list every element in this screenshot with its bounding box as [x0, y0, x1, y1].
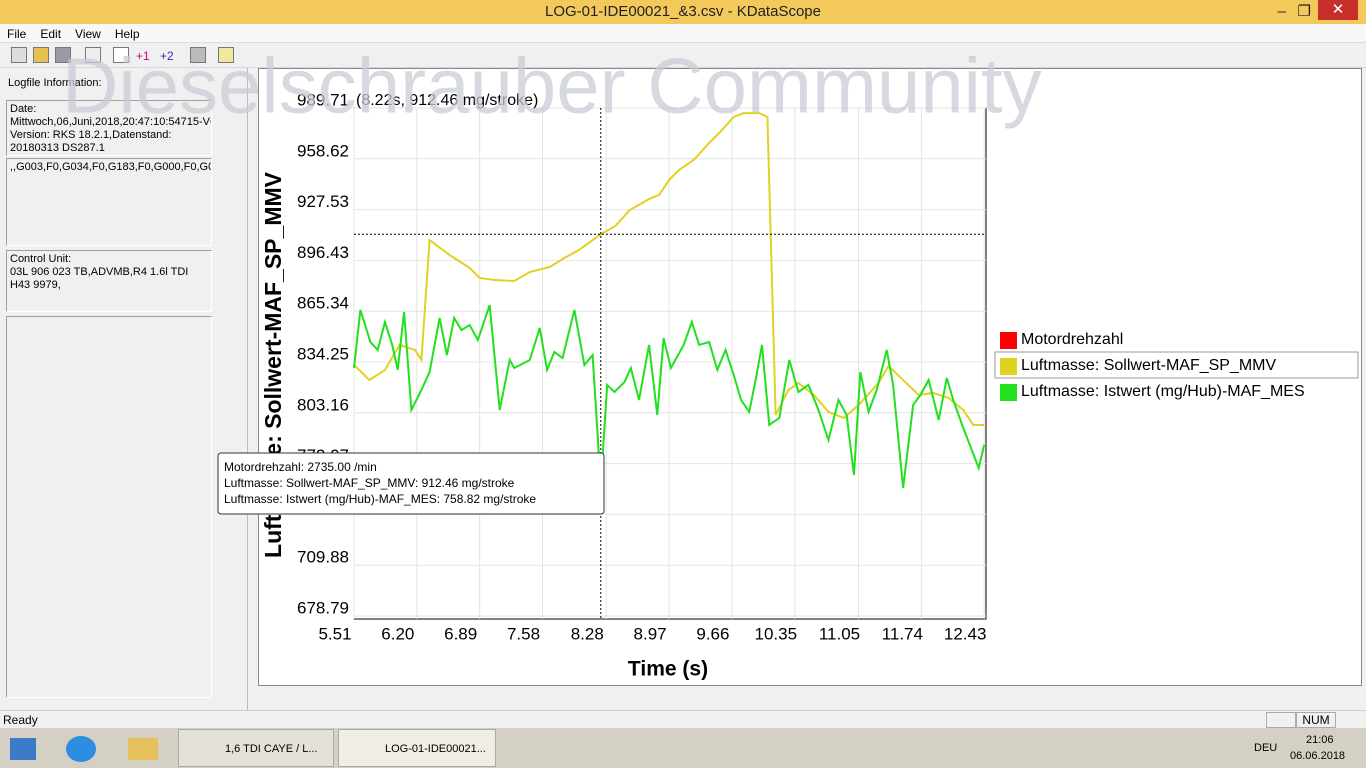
task-label: LOG-01-IDE00021...	[385, 743, 486, 755]
x-tick-label: 8.97	[634, 624, 667, 643]
tooltip	[217, 452, 605, 515]
legend-selection	[994, 351, 1359, 379]
cursor1-button[interactable]: +1	[136, 49, 150, 63]
legend-label: Motordrehzahl	[1021, 331, 1123, 348]
x-tick-label: 11.05	[819, 624, 860, 643]
help-button[interactable]	[218, 47, 234, 63]
sidebar: Logfile Information: Date: Mittwoch,06,J…	[0, 68, 248, 710]
legend-label: Luftmasse: Istwert (mg/Hub)-MAF_MES	[1021, 383, 1305, 400]
new-button[interactable]	[11, 47, 27, 63]
channels: ,,G003,F0,G034,F0,G183,F0,G000,F0,G00	[10, 161, 212, 173]
menu-item[interactable]: File	[7, 27, 27, 41]
x-tick-label: 5.51	[318, 624, 351, 643]
x-tick-label: 8.28	[571, 624, 604, 643]
status-bar: Ready NUM	[0, 710, 1366, 728]
info-line: 20180313 DS287.1	[10, 142, 105, 154]
chart: Motordrehzahl Luftmasse: Sollwert-MAF_SP_…	[62, 42, 1359, 681]
x-tick-label: 6.20	[381, 624, 414, 643]
legend-label: Luftmasse: Sollwert-MAF_SP_MMV	[1021, 357, 1277, 374]
toolbar: +1 +2	[0, 44, 1366, 68]
explorer-icon[interactable]	[128, 738, 158, 760]
sidebar-heading: Logfile Information:	[8, 77, 102, 89]
ie-icon[interactable]	[66, 736, 96, 762]
y-tick-label: 678.79	[297, 598, 349, 617]
y-tick-label: 989.71	[297, 90, 349, 109]
copy-button[interactable]	[85, 47, 101, 63]
menu-item[interactable]: Help	[114, 27, 140, 41]
x-tick-label: 12.43	[944, 624, 987, 643]
tooltip-line: Luftmasse: Istwert (mg/Hub)-MAF_MES: 758…	[224, 492, 536, 506]
y-tick-label: 927.53	[297, 192, 349, 211]
task-label: 1,6 TDI CAYE / L...	[225, 743, 318, 755]
status-pane	[1266, 712, 1296, 728]
menu-item[interactable]: Edit	[40, 27, 62, 41]
x-tick-label: 6.89	[444, 624, 477, 643]
cursor2-button[interactable]: +2	[160, 49, 174, 63]
language: DEU	[1254, 742, 1278, 754]
y-tick-label: 834.25	[297, 344, 349, 363]
x-tick-label: 11.74	[882, 624, 923, 643]
x-tick-label: 9.66	[696, 624, 729, 643]
save-button[interactable]	[55, 47, 71, 63]
info-box: Date: Mittwoch,06,Juni,2018,20:47:10:547…	[6, 100, 212, 156]
open-button[interactable]	[33, 47, 49, 63]
control-unit-box: Control Unit: 03L 906 023 TB,ADVMB,R4 1.…	[6, 250, 212, 312]
minimize[interactable]: –	[1277, 3, 1286, 20]
task-button[interactable]: LOG-01-IDE00021...	[338, 729, 496, 767]
menu-item[interactable]: View	[75, 27, 101, 41]
legend-swatch	[1000, 358, 1017, 375]
clock-date: 06.06.2018	[1290, 750, 1346, 762]
clock-time: 21:06	[1306, 734, 1334, 746]
start-button[interactable]	[10, 738, 36, 760]
restore[interactable]: ❐	[1297, 3, 1311, 20]
taskbar: 1,6 TDI CAYE / L... LOG-01-IDE00021... D…	[0, 728, 1366, 768]
info-line: Mittwoch,06,Juni,2018,20:47:10:54715-VC	[10, 116, 212, 128]
x-tick-label: 7.58	[507, 624, 540, 643]
cursor-readout: (8.22s, 912.46 mg/stroke)	[356, 92, 538, 109]
info-line: Date:	[10, 103, 37, 115]
legend-swatch	[1000, 384, 1017, 401]
legend-panel	[986, 78, 1360, 684]
info-line: Version: RKS 18.2.1,Datenstand:	[10, 129, 172, 141]
control-unit-line: H43 9979,	[10, 279, 61, 291]
task-button[interactable]: 1,6 TDI CAYE / L...	[178, 729, 334, 767]
num-indicator: NUM	[1296, 712, 1336, 728]
y-tick-label: 865.34	[297, 294, 349, 313]
y-tick-label: 958.62	[297, 141, 349, 160]
tooltip-line: Motordrehzahl: 2735.00 /min	[224, 460, 377, 474]
control-unit-line: 03L 906 023 TB,ADVMB,R4 1.6l TDI	[10, 266, 189, 278]
menu-bar: File Edit View Help	[0, 24, 1366, 43]
channels-box: ,,G003,F0,G034,F0,G183,F0,G000,F0,G00	[6, 158, 212, 246]
x-axis-label: Time (s)	[628, 658, 708, 681]
watermark: Dieselschrauber Community	[62, 42, 1042, 130]
control-unit-line: Control Unit:	[10, 253, 72, 265]
close[interactable]: ✕	[1318, 0, 1358, 20]
series-line	[353, 112, 985, 426]
empty-box	[6, 316, 212, 698]
series-line	[353, 304, 986, 489]
pointer-button[interactable]	[113, 47, 129, 63]
status-text: Ready	[3, 713, 38, 727]
title-bar: LOG-01-IDE00021_&3.csv - KDataScope – ❐ …	[0, 0, 1366, 24]
window-title: LOG-01-IDE00021_&3.csv - KDataScope	[545, 3, 821, 20]
tooltip-line: Luftmasse: Sollwert-MAF_SP_MMV: 912.46 m…	[224, 476, 515, 490]
y-tick-label: 896.43	[297, 243, 349, 262]
legend-swatch	[1000, 332, 1017, 349]
y-tick-label: 709.88	[297, 548, 349, 567]
y-tick-label: 803.16	[297, 395, 349, 414]
print-button[interactable]	[190, 47, 206, 63]
x-tick-label: 10.35	[754, 624, 797, 643]
